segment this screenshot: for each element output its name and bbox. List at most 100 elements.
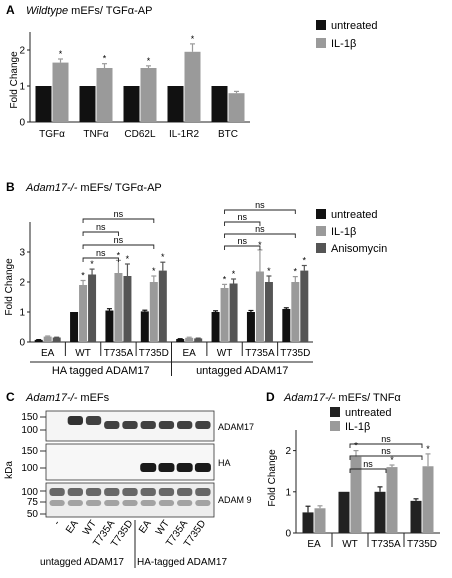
bar — [410, 500, 422, 533]
bar — [140, 68, 157, 122]
bar — [149, 282, 158, 342]
legend-label-anisomycin: Anisomycin — [331, 243, 387, 255]
bar — [211, 86, 228, 122]
y-tick-label: 0 — [19, 338, 25, 349]
blot-band — [140, 500, 156, 506]
blot-band — [158, 421, 175, 429]
panel-letter-a: A — [6, 3, 15, 17]
y-tick-label: 2 — [19, 278, 25, 289]
panel-c-title: Adam17-/- mEFs — [25, 392, 110, 404]
ns-bracket — [82, 218, 155, 223]
bar — [302, 512, 314, 533]
panel-d-ylabel: Fold Change — [267, 449, 278, 507]
x-tick-label: T735D — [407, 539, 437, 550]
significance-star: * — [390, 455, 394, 465]
panel-b: B Adam17-/- mEFs/ TGFα-AP Fold Change 0 1… — [4, 180, 387, 377]
ns-label: ns — [114, 235, 124, 245]
blot-band — [195, 421, 211, 429]
blot-size-markers: 150 100 150 100 100 75 50 — [21, 412, 46, 520]
legend-swatch-il1b — [330, 421, 340, 431]
x-tick-label: T735D — [280, 348, 310, 359]
bar — [229, 283, 238, 342]
blot-band — [67, 488, 83, 496]
blot-label-ha: HA — [218, 458, 231, 468]
x-tick-label: TGFα — [39, 129, 65, 140]
blot-label-adam17: ADAM17 — [218, 422, 254, 432]
bar — [88, 274, 97, 342]
panel-a-legend: untreated IL-1β — [316, 20, 377, 50]
blot-band — [67, 416, 83, 425]
x-tick-label: EA — [183, 348, 197, 359]
blot-band — [158, 500, 175, 506]
ns-label: ns — [237, 212, 247, 222]
x-tick-label: T735A — [371, 539, 401, 550]
panel-b-title: Adam17-/- mEFs/ TGFα-AP — [25, 182, 162, 194]
bar — [123, 86, 140, 122]
blot-band — [122, 488, 138, 496]
x-tick-label: T735D — [139, 348, 169, 359]
bar — [96, 68, 113, 122]
panel-a-title: Wildtype mEFs/ TGFα-AP — [26, 5, 152, 17]
blot-band — [195, 488, 211, 496]
kda-tick: 150 — [21, 446, 38, 457]
x-tick-label: IL-1R2 — [169, 129, 199, 140]
ns-label: ns — [363, 459, 373, 469]
legend-swatch-il1b — [316, 38, 326, 48]
bar — [140, 311, 149, 342]
blot-strip-ha — [45, 443, 215, 481]
significance-star: * — [303, 256, 307, 266]
significance-star: * — [117, 250, 121, 260]
bar — [105, 310, 114, 342]
significance-star: * — [152, 266, 156, 276]
significance-star: * — [267, 266, 271, 276]
ns-bracket — [349, 443, 423, 448]
blot-band — [195, 500, 211, 506]
group-label: HA tagged ADAM17 — [52, 365, 150, 377]
bar — [52, 62, 69, 122]
bar — [35, 86, 52, 122]
bar — [422, 466, 434, 533]
panel-letter-d: D — [266, 390, 275, 404]
blot-band — [67, 500, 83, 506]
bar — [123, 276, 132, 342]
blot-band — [177, 500, 193, 506]
x-tick-label: WT — [75, 348, 91, 359]
panel-letter-b: B — [6, 180, 15, 194]
blot-band — [85, 416, 102, 425]
y-tick-label: 1 — [19, 308, 25, 319]
ns-label: ns — [96, 222, 106, 232]
significance-star: * — [103, 54, 107, 64]
blot-band — [122, 500, 138, 506]
significance-star: * — [426, 444, 430, 454]
significance-star: * — [232, 269, 236, 279]
legend-label-untreated: untreated — [331, 20, 377, 32]
kda-tick: 100 — [21, 425, 38, 436]
x-tick-label: T735A — [245, 348, 275, 359]
panel-b-legend: untreated IL-1β Anisomycin — [316, 209, 387, 255]
bar — [158, 270, 167, 342]
kda-tick: 75 — [27, 497, 39, 508]
blot-group-untagged: untagged ADAM17 — [40, 557, 124, 568]
blot-band — [104, 500, 120, 506]
x-tick-label: CD62L — [124, 129, 156, 140]
bar — [43, 336, 52, 342]
significance-star: * — [258, 240, 262, 250]
blot-band — [176, 463, 193, 472]
blot-band — [194, 463, 211, 472]
bar — [374, 491, 386, 533]
blot-band — [177, 488, 193, 496]
bar — [194, 338, 203, 342]
significance-star: * — [191, 34, 195, 44]
x-tick-label: EA — [41, 348, 55, 359]
legend-swatch-untreated — [330, 407, 340, 417]
blot-lane-label: EA — [64, 518, 81, 536]
x-tick-label: BTC — [218, 129, 238, 140]
bar — [79, 285, 88, 342]
panel-b-ylabel: Fold Change — [4, 258, 15, 316]
legend-swatch-untreated — [316, 20, 326, 30]
ns-bracket — [82, 257, 119, 262]
panel-d-title: Adam17-/- mEFs/ TNFα — [283, 392, 401, 404]
bar — [246, 312, 255, 342]
bar — [300, 270, 309, 342]
blot-band — [140, 463, 157, 472]
